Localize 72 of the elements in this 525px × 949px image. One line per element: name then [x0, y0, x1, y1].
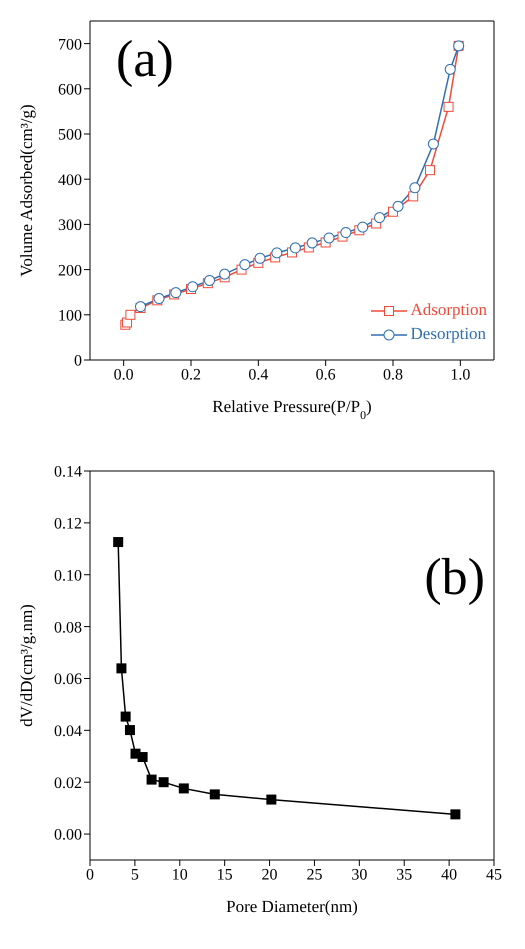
x-axis-title: Pore Diameter(nm)	[226, 897, 358, 916]
x-tick-label: 45	[486, 866, 502, 884]
x-tick-label: 30	[351, 866, 368, 884]
x-tick-label: 0.6	[316, 366, 336, 384]
point	[450, 809, 460, 820]
x-tick-label: 0	[86, 866, 94, 884]
x-tick-label: 15	[216, 866, 233, 884]
y-tick-label: 200	[58, 262, 82, 280]
y-tick-label: 400	[58, 172, 82, 189]
point	[146, 774, 157, 785]
point	[425, 165, 436, 176]
point	[158, 777, 169, 788]
point	[290, 242, 301, 254]
y-tick-label: 100	[58, 307, 82, 324]
point	[444, 102, 454, 112]
y-tick-label: 0.08	[54, 619, 82, 636]
point	[138, 752, 148, 762]
point	[120, 712, 131, 722]
x-tick-label: 0.0	[114, 366, 134, 384]
point	[392, 200, 404, 212]
point	[204, 274, 216, 286]
annotation: (b)	[424, 548, 485, 607]
point	[357, 222, 368, 233]
y-tick-label: 300	[58, 217, 82, 234]
legend-label: Adsorption	[410, 300, 487, 319]
x-tick-label: 0.8	[383, 366, 403, 384]
y-tick-label: 0.14	[54, 464, 82, 481]
point	[324, 232, 335, 244]
y-tick-label: 0.10	[54, 567, 82, 584]
point	[254, 252, 266, 264]
point	[116, 663, 126, 674]
point	[306, 237, 318, 248]
point	[154, 293, 165, 304]
x-tick-label: 5	[130, 866, 139, 884]
y-tick-label: 600	[58, 81, 82, 98]
x-tick-label: 40	[441, 866, 458, 884]
point	[374, 212, 386, 224]
y-axis-title: dV/dD(cm³/g.nm)	[17, 604, 36, 727]
y-tick-label: 500	[58, 126, 82, 144]
point	[124, 725, 135, 736]
legend-label: Desorption	[410, 324, 486, 343]
x-axis-title: Relative Pressure(P/P$_{0}$)	[212, 397, 372, 422]
x-tick-label: 35	[396, 866, 412, 884]
point	[239, 259, 250, 270]
point	[219, 268, 230, 280]
point	[428, 138, 439, 150]
point	[444, 64, 456, 75]
y-axis-title: Volume Adsorbed(cm³/g)	[17, 104, 36, 277]
x-tick-label: 1.0	[450, 366, 470, 384]
point	[113, 537, 124, 548]
y-tick-label: 700	[58, 36, 82, 54]
y-tick-label: 0.00	[54, 826, 82, 844]
y-tick-label: 0.02	[54, 774, 82, 792]
point	[266, 794, 276, 805]
x-tick-label: 0.4	[248, 366, 268, 384]
x-tick-label: 10	[172, 866, 188, 884]
point	[340, 227, 352, 238]
point	[271, 247, 282, 258]
x-tick-label: 0.2	[181, 366, 201, 384]
y-tick-label: 0	[74, 352, 82, 370]
y-tick-label: 0.06	[54, 671, 82, 688]
x-tick-label: 20	[262, 866, 278, 884]
point	[210, 789, 220, 800]
point	[409, 182, 420, 194]
x-tick-label: 25	[306, 866, 322, 884]
annotation: (a)	[116, 30, 174, 89]
point	[408, 191, 418, 202]
point	[125, 310, 136, 320]
point	[178, 783, 189, 794]
point	[187, 281, 198, 292]
y-tick-label: 0.04	[54, 723, 82, 740]
y-tick-label: 0.12	[54, 516, 82, 533]
